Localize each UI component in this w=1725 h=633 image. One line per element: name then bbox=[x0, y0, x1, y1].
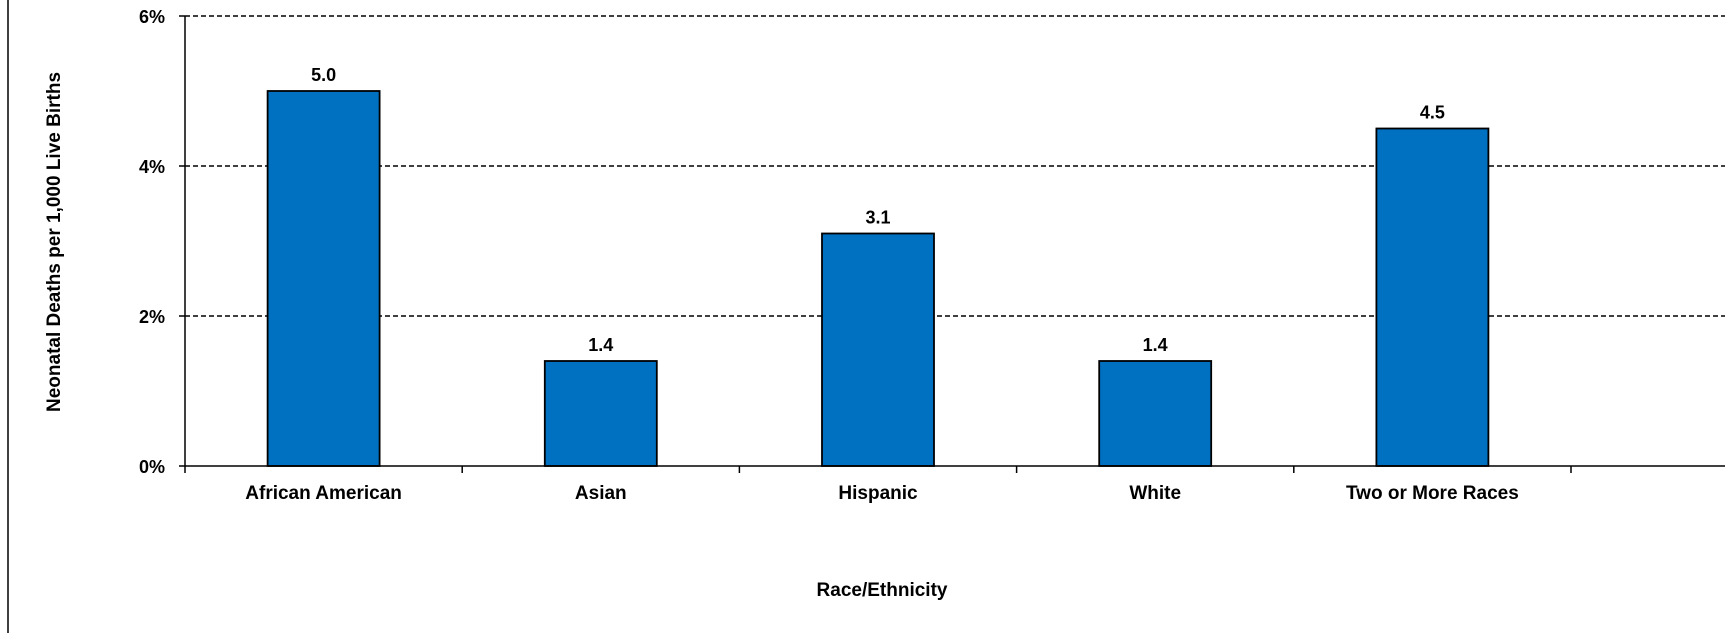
x-axis-title: Race/Ethnicity bbox=[817, 580, 948, 601]
data-label: 1.4 bbox=[588, 335, 613, 355]
x-tick-label: White bbox=[1129, 483, 1181, 504]
bar bbox=[821, 232, 935, 467]
bars bbox=[266, 90, 1490, 467]
y-tick-label: 2% bbox=[139, 307, 165, 327]
y-tick-label: 0% bbox=[139, 457, 165, 477]
data-label: 4.5 bbox=[1420, 103, 1445, 123]
y-tick-label: 6% bbox=[139, 7, 165, 27]
bar bbox=[543, 360, 658, 467]
bar bbox=[1375, 127, 1490, 467]
bar bbox=[1098, 360, 1213, 467]
data-label: 1.4 bbox=[1143, 335, 1168, 355]
x-tick-label: African American bbox=[245, 483, 402, 504]
axes bbox=[179, 15, 1725, 473]
bar bbox=[266, 90, 381, 467]
gridlines bbox=[185, 15, 1725, 317]
y-tick-label: 4% bbox=[139, 157, 165, 177]
labels: 0% 2% 4% 6% 5.0 1.4 3.1 1.4 4.5 African American A… bbox=[139, 7, 1519, 504]
x-tick-label: Asian bbox=[575, 483, 627, 504]
x-tick-label: Two or More Races bbox=[1346, 483, 1519, 504]
data-label: 3.1 bbox=[865, 208, 890, 228]
data-label: 5.0 bbox=[311, 65, 336, 85]
x-tick-label: Hispanic bbox=[838, 483, 918, 504]
y-axis-title: Neonatal Deaths per 1,000 Live Births bbox=[44, 72, 65, 412]
